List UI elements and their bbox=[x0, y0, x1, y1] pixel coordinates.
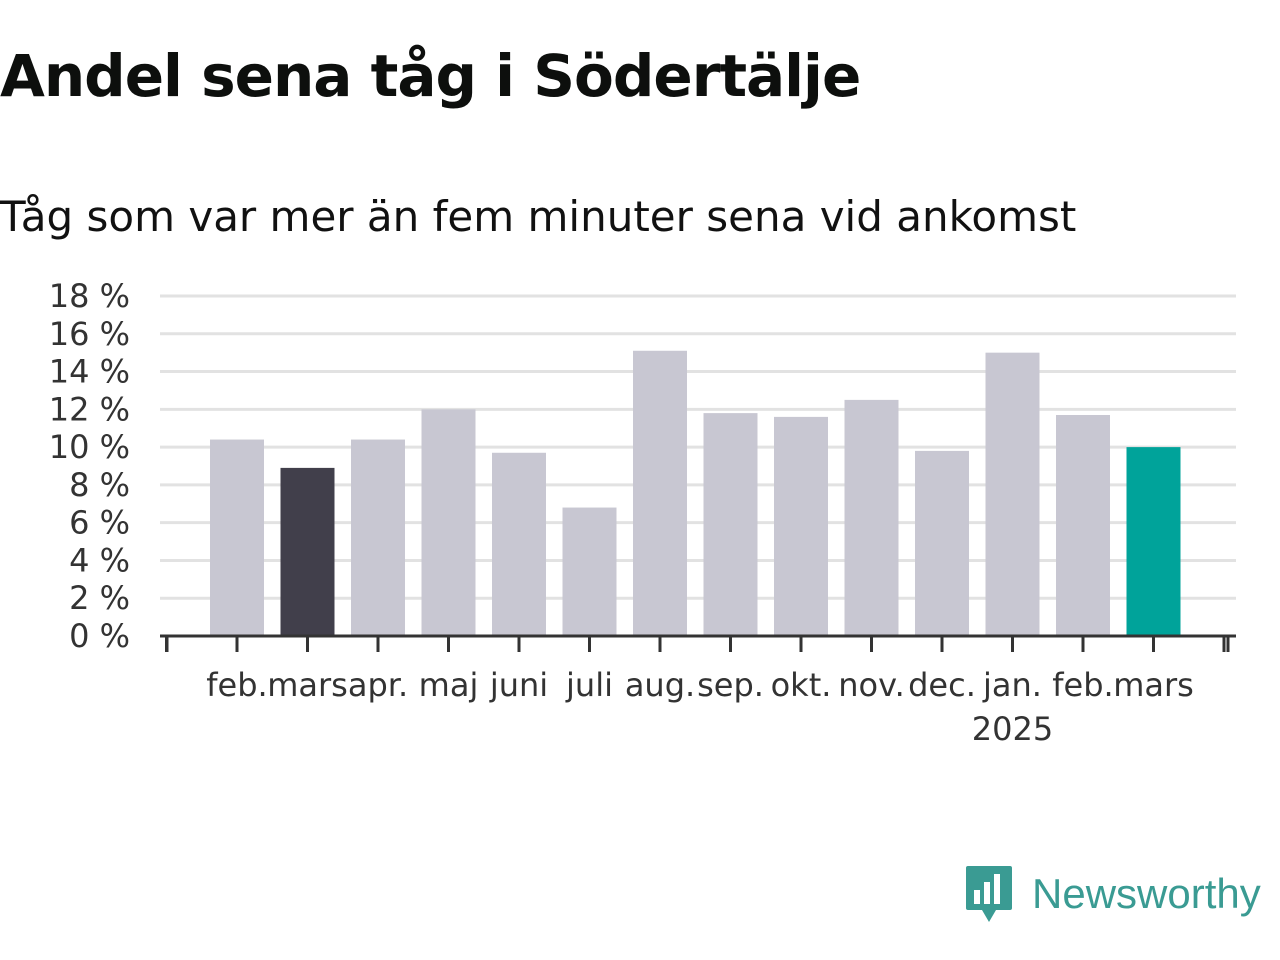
newsworthy-logo-icon bbox=[966, 866, 1012, 922]
bar-7 bbox=[633, 350, 687, 636]
x-axis-ticks: feb. mars apr. maj juni juli aug. sep. okt. nov. d… bbox=[165, 636, 1230, 748]
bar-5 bbox=[492, 452, 546, 636]
x-tick-label: aug. bbox=[625, 666, 695, 704]
x-tick-label: dec. bbox=[908, 666, 976, 704]
y-tick-label: 16 % bbox=[49, 315, 130, 353]
bar-10 bbox=[844, 399, 899, 636]
bar-11 bbox=[915, 450, 969, 636]
x-tick-label: juni bbox=[489, 666, 548, 704]
bar-9 bbox=[774, 416, 828, 636]
bar-3 bbox=[351, 439, 405, 636]
x-tick-label: maj bbox=[419, 666, 479, 704]
x-tick-label: juli bbox=[565, 666, 613, 704]
y-tick-label: 12 % bbox=[49, 390, 130, 428]
bar-14 bbox=[1126, 447, 1181, 636]
newsworthy-logo: Newsworthy bbox=[964, 864, 1261, 924]
y-tick-label: 10 % bbox=[49, 428, 130, 466]
x-tick-label: feb. bbox=[206, 666, 267, 704]
x-tick-label: sep. bbox=[697, 666, 764, 704]
x-tick-label: okt. bbox=[771, 666, 832, 704]
x-tick-sublabel: 2025 bbox=[972, 710, 1053, 748]
x-tick-label: jan. bbox=[982, 666, 1042, 704]
bar-1 bbox=[210, 439, 264, 636]
newsworthy-logo-text: Newsworthy bbox=[1032, 870, 1261, 917]
x-tick-label: mars bbox=[1113, 666, 1194, 704]
bar-2 bbox=[280, 467, 335, 636]
chart-title: Andel sena tåg i Södertälje bbox=[0, 42, 861, 110]
bar-chart: 0 %2 %4 %6 %8 %10 %12 %14 %16 %18 % feb.… bbox=[49, 277, 1236, 748]
x-tick-label: apr. bbox=[348, 666, 408, 704]
x-tick-label: mars bbox=[267, 666, 348, 704]
x-tick-label: feb. bbox=[1052, 666, 1113, 704]
bar-4 bbox=[421, 409, 476, 636]
bar-13 bbox=[1056, 415, 1110, 636]
bar-8 bbox=[703, 413, 758, 636]
y-axis-ticks: 0 %2 %4 %6 %8 %10 %12 %14 %16 %18 % bbox=[49, 277, 130, 655]
y-tick-label: 2 % bbox=[69, 579, 130, 617]
y-tick-label: 6 % bbox=[69, 504, 130, 542]
y-tick-label: 4 % bbox=[69, 541, 130, 579]
y-tick-label: 8 % bbox=[69, 466, 130, 504]
y-tick-label: 18 % bbox=[49, 277, 130, 315]
y-tick-label: 14 % bbox=[49, 353, 130, 391]
bar-12 bbox=[985, 352, 1040, 636]
x-tick-label: nov. bbox=[838, 666, 904, 704]
y-tick-label: 0 % bbox=[69, 617, 130, 655]
gridlines bbox=[160, 294, 1236, 600]
bars bbox=[210, 350, 1181, 636]
chart-subtitle: Tåg som var mer än fem minuter sena vid … bbox=[0, 192, 1077, 241]
bar-6 bbox=[562, 507, 617, 636]
